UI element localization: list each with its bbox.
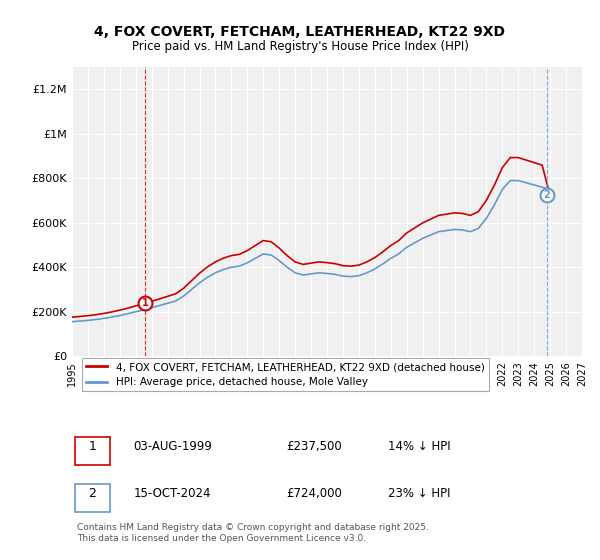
- Legend: 4, FOX COVERT, FETCHAM, LEATHERHEAD, KT22 9XD (detached house), HPI: Average pri: 4, FOX COVERT, FETCHAM, LEATHERHEAD, KT2…: [82, 358, 488, 391]
- Text: Price paid vs. HM Land Registry's House Price Index (HPI): Price paid vs. HM Land Registry's House …: [131, 40, 469, 53]
- Text: Contains HM Land Registry data © Crown copyright and database right 2025.
This d: Contains HM Land Registry data © Crown c…: [77, 523, 429, 543]
- FancyBboxPatch shape: [74, 484, 110, 512]
- Text: 14% ↓ HPI: 14% ↓ HPI: [388, 440, 451, 452]
- Text: 2: 2: [544, 190, 550, 200]
- Text: 15-OCT-2024: 15-OCT-2024: [133, 487, 211, 500]
- Text: £237,500: £237,500: [286, 440, 342, 452]
- Text: 03-AUG-1999: 03-AUG-1999: [133, 440, 212, 452]
- Text: 23% ↓ HPI: 23% ↓ HPI: [388, 487, 451, 500]
- Text: 1: 1: [142, 298, 149, 309]
- FancyBboxPatch shape: [74, 437, 110, 465]
- Text: £724,000: £724,000: [286, 487, 342, 500]
- Text: 4, FOX COVERT, FETCHAM, LEATHERHEAD, KT22 9XD: 4, FOX COVERT, FETCHAM, LEATHERHEAD, KT2…: [95, 25, 505, 39]
- Text: 2: 2: [88, 487, 97, 500]
- Text: 1: 1: [88, 440, 97, 452]
